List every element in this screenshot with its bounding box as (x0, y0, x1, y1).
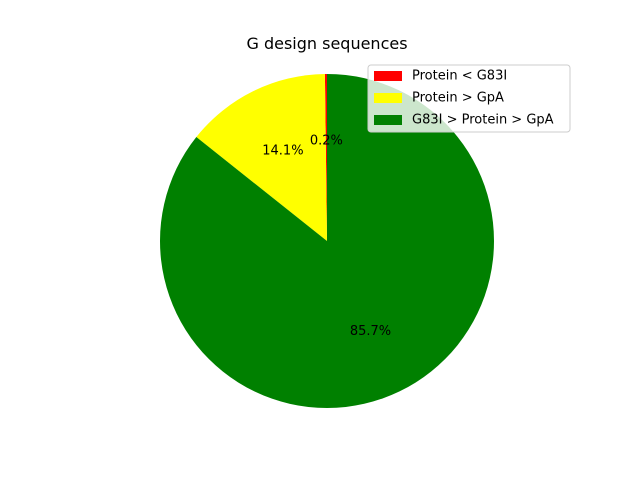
pie-percent-label-3: 85.7% (350, 324, 391, 339)
pie-percent-labels: 0.2% 14.1% 85.7% (262, 133, 391, 338)
pie-percent-label-2: 14.1% (262, 144, 303, 159)
pie-slices (160, 74, 495, 408)
pie-percent-label-1: 0.2% (310, 133, 343, 148)
legend-swatch-1 (374, 71, 402, 81)
legend-swatch-3 (374, 115, 402, 125)
legend-frame (367, 64, 571, 133)
legend-label-3: G83I > Protein > GpA (412, 113, 554, 128)
legend: Protein < G83I Protein > GpA G83I > Protei… (367, 64, 571, 133)
legend-swatch-2 (374, 93, 402, 103)
pie-slice-2 (196, 74, 327, 241)
legend-items: Protein < G83I Protein > GpA G83I > Protei… (374, 69, 554, 128)
legend-label-2: Protein > GpA (412, 91, 504, 106)
chart-title: G design sequences (246, 34, 407, 53)
pie-slice-3 (160, 74, 495, 408)
legend-label-1: Protein < G83I (412, 69, 507, 84)
pie-slice-1 (324, 74, 327, 241)
